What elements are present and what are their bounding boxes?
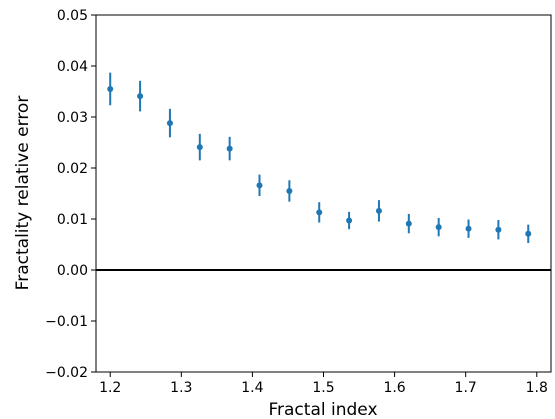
x-tick-label: 1.5: [312, 380, 334, 396]
x-tick-label: 1.6: [383, 380, 405, 396]
y-tick-label: −0.02: [45, 365, 88, 381]
data-point: [286, 187, 293, 194]
y-tick-label: 0.05: [57, 8, 88, 24]
x-axis-label: Fractal index: [268, 400, 377, 419]
y-axis-label: Fractality relative error: [13, 96, 33, 291]
data-point: [226, 145, 233, 152]
x-tick-label: 1.8: [526, 380, 548, 396]
data-point: [375, 207, 382, 214]
data-point: [346, 217, 353, 224]
y-tick-label: −0.01: [45, 314, 88, 330]
x-tick-label: 1.4: [241, 380, 263, 396]
data-point: [495, 226, 502, 233]
y-tick-label: 0.00: [57, 263, 88, 279]
x-tick-label: 1.3: [170, 380, 192, 396]
x-tick-label: 1.2: [99, 380, 121, 396]
y-tick-label: 0.03: [57, 110, 88, 126]
axes-frame: [95, 14, 552, 373]
plot-area: [96, 72, 551, 271]
data-point: [525, 230, 532, 237]
y-tick-label: 0.01: [57, 212, 88, 228]
axes: 1.2 1.3 1.4 1.5 1.6 1.7 1.8 −0.02 −0.01 0.00 0.01 0…: [45, 8, 552, 396]
y-tick-label: 0.02: [57, 161, 88, 177]
data-point: [166, 120, 173, 127]
data-point: [256, 182, 263, 189]
x-tick-label: 1.7: [455, 380, 477, 396]
data-point: [405, 220, 412, 227]
data-point: [196, 144, 203, 151]
data-point: [465, 225, 472, 232]
data-point: [435, 224, 442, 231]
y-tick-label: 0.04: [57, 59, 88, 75]
data-point: [316, 209, 323, 216]
data-point: [137, 93, 144, 100]
data-point: [107, 85, 114, 92]
